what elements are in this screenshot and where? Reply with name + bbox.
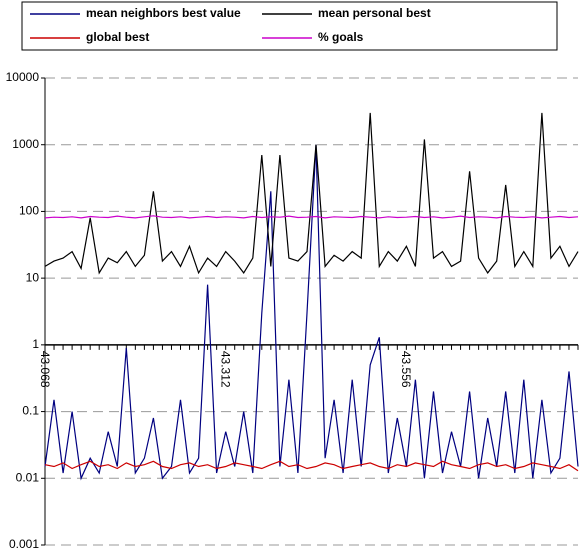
series-line	[44, 112, 579, 275]
series-line	[44, 144, 579, 481]
y-tick-label: 1	[32, 337, 39, 351]
legend-label: % goals	[318, 30, 364, 44]
x-tick-label: 43.556	[399, 351, 413, 388]
y-tick-label: 0.01	[16, 470, 40, 484]
y-tick-label: 1000	[12, 137, 39, 151]
legend-label: mean neighbors best value	[86, 6, 241, 20]
series-line	[44, 215, 579, 219]
legend-label: global best	[86, 30, 149, 44]
y-tick-label: 10	[26, 270, 40, 284]
y-tick-label: 0.001	[9, 537, 39, 551]
y-tick-label: 100	[19, 204, 39, 218]
series-line	[44, 460, 579, 472]
y-tick-label: 0.1	[22, 404, 39, 418]
legend-box	[21, 1, 558, 51]
y-tick-label: 10000	[6, 70, 40, 84]
legend-label: mean personal best	[318, 6, 431, 20]
x-tick-label: 43.068	[38, 351, 52, 388]
x-tick-label: 43.312	[219, 351, 233, 388]
